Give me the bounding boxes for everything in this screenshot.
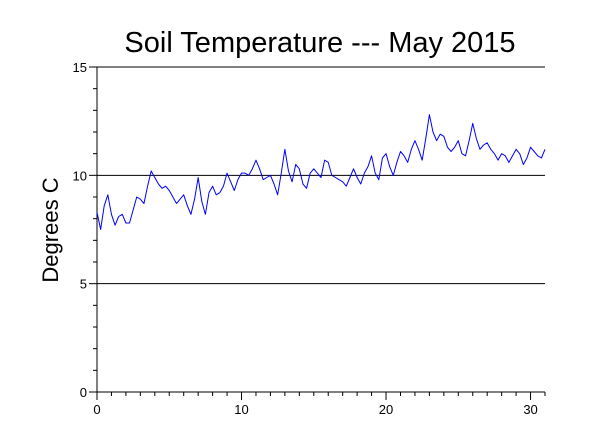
chart-title: Soil Temperature --- May 2015 <box>124 27 515 59</box>
axes <box>96 67 545 393</box>
x-tick-label-0: 0 <box>93 402 100 417</box>
y-axis-label: Degrees C <box>38 177 63 282</box>
y-tick-label-10: 10 <box>73 168 87 183</box>
x-tick-label-30: 30 <box>523 402 537 417</box>
y-tick-label-15: 15 <box>73 60 87 75</box>
tick-labels: 0 5 10 15 0 10 20 30 <box>73 60 538 417</box>
series <box>96 114 546 230</box>
series-line-0 <box>96 114 546 230</box>
y-tick-label-0: 0 <box>80 385 87 400</box>
y-tick-label-5: 5 <box>80 277 87 292</box>
axis-ticks <box>89 66 546 400</box>
x-tick-label-10: 10 <box>234 402 248 417</box>
x-tick-label-20: 20 <box>379 402 393 417</box>
